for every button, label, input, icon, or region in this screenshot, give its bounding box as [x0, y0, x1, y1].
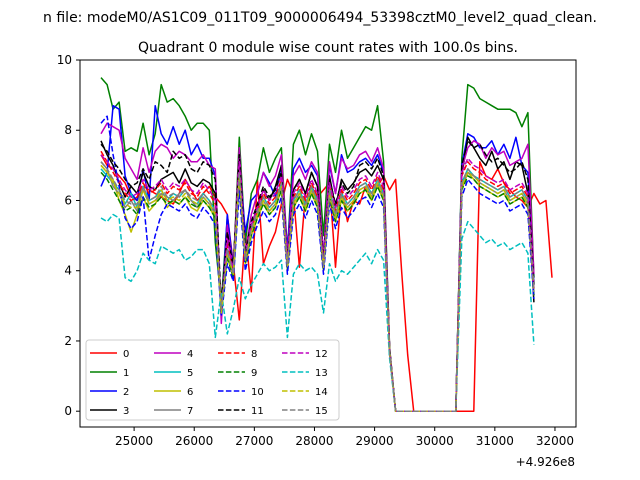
x-tick-label: 29000	[356, 434, 394, 448]
series-layer	[100, 77, 553, 412]
y-tick-label: 6	[64, 193, 72, 207]
y-tick-label: 10	[57, 53, 72, 67]
legend-label-8: 8	[251, 349, 257, 360]
axes-frame	[79, 59, 577, 428]
x-tick-label: 26000	[175, 434, 213, 448]
y-axis: 0 2 4 6 8 10	[57, 53, 80, 418]
legend-label-15: 15	[315, 406, 328, 417]
x-tick-label: 31000	[476, 434, 514, 448]
legend-label-14: 14	[315, 387, 328, 398]
series-line-12	[100, 154, 535, 412]
legend-label-11: 11	[251, 406, 264, 417]
y-tick-label: 8	[64, 123, 72, 137]
series-line-1	[100, 77, 535, 412]
chart-title: Quadrant 0 module wise count rates with …	[138, 40, 518, 56]
legend-box	[85, 339, 340, 421]
x-tick-label: 25000	[115, 434, 153, 448]
legend-label-10: 10	[251, 387, 264, 398]
legend-label-4: 4	[187, 349, 193, 360]
y-tick-label: 4	[64, 264, 72, 278]
legend-label-7: 7	[187, 406, 193, 417]
x-axis: 25000 26000 27000 28000 29000 30000 31000 32000	[115, 427, 574, 448]
series-line-15	[100, 161, 535, 412]
legend-label-6: 6	[187, 387, 193, 398]
y-tick-label: 0	[64, 404, 72, 418]
legend-label-0: 0	[123, 349, 129, 360]
x-tick-label: 27000	[235, 434, 273, 448]
legend-label-12: 12	[315, 349, 328, 360]
x-tick-label: 32000	[536, 434, 574, 448]
legend-label-1: 1	[123, 368, 129, 379]
x-tick-label: 30000	[416, 434, 454, 448]
plot-area: 25000 26000 27000 28000 29000 30000 31000 32000…	[57, 53, 577, 469]
legend-label-2: 2	[123, 387, 129, 398]
series-line-14	[100, 164, 535, 412]
legend-label-5: 5	[187, 368, 193, 379]
x-tick-label: 28000	[295, 434, 333, 448]
legend-label-3: 3	[123, 406, 129, 417]
legend-label-13: 13	[315, 368, 328, 379]
series-line-11	[100, 140, 535, 412]
figure-suptitle: n file: modeM0/AS1C09_011T09_9000006494_…	[43, 10, 597, 26]
legend-label-9: 9	[251, 368, 257, 379]
x-offset-label: +4.926e8	[516, 455, 575, 469]
y-tick-label: 2	[64, 334, 72, 348]
series-line-13	[100, 213, 535, 412]
